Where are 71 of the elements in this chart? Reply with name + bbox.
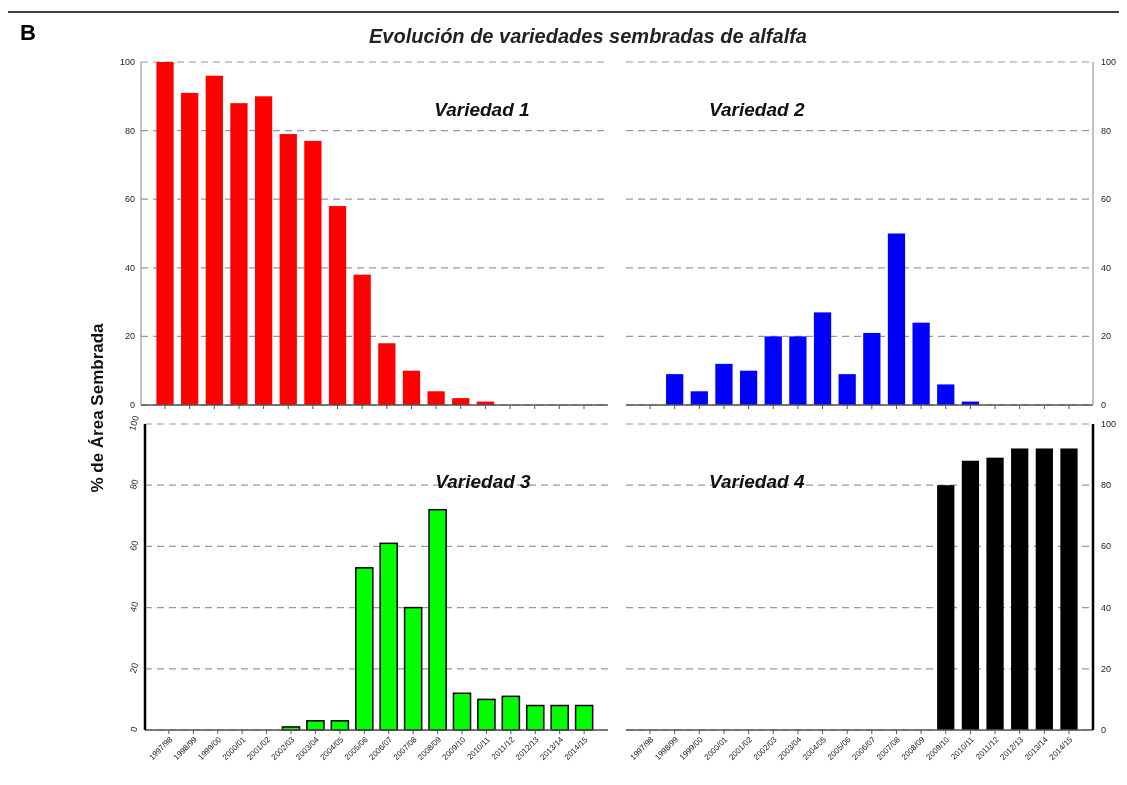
- bar: [328, 206, 347, 405]
- bar: [715, 363, 733, 405]
- text: B: [20, 20, 36, 45]
- y-tick-label: 40: [124, 262, 135, 273]
- text: Evolución de variedades sembradas de alfalfa: [369, 25, 807, 47]
- bar: [254, 96, 273, 405]
- bar: [690, 391, 708, 405]
- bar: [402, 370, 421, 405]
- bar: [574, 704, 594, 731]
- bar: [304, 140, 322, 405]
- text: Variedad 1: [434, 99, 530, 120]
- y-tick-label: 20: [1101, 331, 1112, 342]
- y-tick-label: 80: [124, 125, 135, 136]
- y-tick-label: 60: [127, 539, 141, 552]
- y-tick-label: 80: [127, 478, 141, 491]
- bar: [912, 322, 930, 405]
- y-tick-label: 20: [124, 331, 135, 342]
- bar: [986, 457, 1004, 730]
- y-tick-label: 60: [1101, 194, 1112, 205]
- bar: [789, 336, 807, 405]
- y-tick-label: 20: [127, 661, 141, 675]
- bar: [181, 92, 199, 405]
- bar: [961, 460, 980, 730]
- y-tick-label: 100: [127, 414, 141, 432]
- y-tick-label: 0: [1101, 725, 1107, 735]
- bar: [205, 75, 223, 405]
- y-tick-label: 40: [1101, 602, 1112, 613]
- bar: [379, 542, 399, 731]
- y-tick-label: 60: [124, 194, 135, 205]
- bar: [525, 704, 545, 731]
- bar: [739, 370, 758, 405]
- y-tick-label: 80: [1101, 480, 1112, 491]
- bar: [427, 391, 445, 405]
- y-tick-label: 0: [1101, 400, 1107, 410]
- text: Variedad 2: [709, 99, 805, 120]
- text: Variedad 4: [709, 471, 805, 492]
- bar: [501, 695, 521, 731]
- bar: [354, 567, 374, 731]
- y-tick-label: 100: [1101, 419, 1117, 429]
- bar: [378, 343, 396, 405]
- bar: [813, 312, 832, 405]
- bar: [1060, 448, 1078, 730]
- bar: [477, 698, 496, 731]
- y-tick-label: 60: [1101, 541, 1112, 552]
- bar: [353, 274, 371, 405]
- y-tick-label: 40: [127, 600, 141, 613]
- bar: [1035, 448, 1053, 730]
- bar: [403, 606, 423, 731]
- bar: [452, 692, 472, 731]
- y-tick-label: 40: [1101, 262, 1112, 273]
- y-tick-label: 80: [1101, 125, 1112, 136]
- bar: [838, 374, 856, 405]
- y-tick-label: 20: [1101, 663, 1112, 674]
- bar: [428, 508, 447, 731]
- bar: [230, 103, 248, 405]
- bar: [887, 233, 906, 405]
- bar: [279, 134, 297, 405]
- bar: [863, 332, 881, 405]
- y-tick-label: 100: [1101, 57, 1117, 67]
- y-tick-label: 0: [129, 400, 135, 410]
- y-axis-title: % de Área Sembrada: [88, 322, 107, 493]
- bar: [937, 485, 955, 730]
- bar: [550, 704, 569, 731]
- bar: [666, 374, 684, 405]
- bar: [937, 384, 955, 405]
- text: Variedad 3: [435, 471, 532, 492]
- y-tick-label: 0: [128, 725, 140, 733]
- bar: [1011, 448, 1029, 730]
- y-tick-label: 100: [119, 57, 135, 67]
- bar: [156, 62, 174, 405]
- bar: [764, 336, 782, 405]
